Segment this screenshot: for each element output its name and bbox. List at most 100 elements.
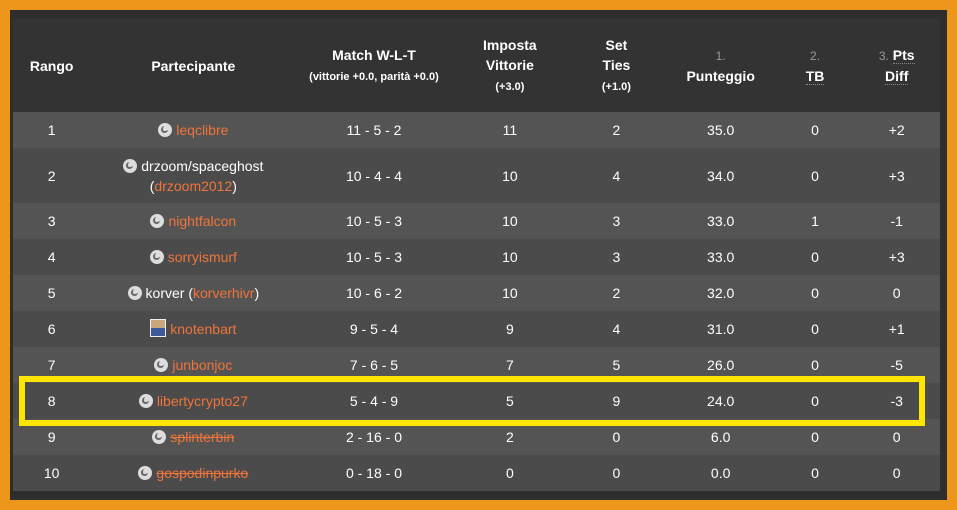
- col-rank: Rango: [13, 19, 90, 112]
- col-diff-label-2[interactable]: Diff: [885, 68, 909, 85]
- participant-cell: nightfalcon: [90, 203, 296, 239]
- diff-cell: 0: [892, 465, 901, 481]
- set-wins-cell: 5: [505, 393, 514, 409]
- score-cell: 26.0: [707, 357, 735, 373]
- col-score-num: 1.: [715, 48, 726, 63]
- diff-cell: 0: [892, 429, 901, 445]
- col-score-label: Punteggio: [686, 67, 755, 84]
- col-set-ties-sub: (+1.0): [601, 80, 631, 93]
- col-diff-num: 3.: [878, 49, 889, 63]
- set-wins-cell: 10: [502, 249, 518, 265]
- set-ties-cell: 9: [612, 393, 621, 409]
- participant-suffix: ): [232, 177, 237, 194]
- match-cell: 10 - 6 - 2: [345, 285, 402, 301]
- participant-suffix: ): [254, 285, 260, 301]
- set-wins-cell: 2: [505, 429, 514, 445]
- table-row: 6 knotenbart 9 - 5 - 4 9 4 31.0 0 +1: [13, 311, 940, 347]
- participant-link[interactable]: junbonjoc: [172, 357, 233, 373]
- set-ties-cell: 3: [612, 249, 621, 265]
- set-ties-cell: 3: [612, 213, 621, 229]
- col-set-wins-sub: (+3.0): [495, 80, 525, 93]
- match-cell: 0 - 18 - 0: [345, 465, 402, 481]
- score-cell: 35.0: [707, 122, 735, 138]
- participant-cell: leqclibre: [90, 112, 296, 148]
- participant-link[interactable]: drzoom2012: [154, 177, 233, 194]
- diff-cell: -5: [890, 357, 903, 373]
- match-cell: 11 - 5 - 2: [346, 122, 402, 138]
- match-cell: 9 - 5 - 4: [349, 321, 399, 337]
- set-wins-cell: 0: [505, 465, 514, 481]
- score-cell: 6.0: [710, 429, 731, 445]
- rank-cell: 7: [47, 357, 56, 373]
- header-row: Rango Partecipante Match W-L-T (vittorie …: [13, 19, 940, 112]
- challonge-icon: [158, 123, 173, 137]
- col-set-ties: Set Ties (+1.0): [568, 19, 664, 112]
- col-score: 1. Punteggio: [665, 19, 777, 112]
- table-row: 2 drzoom/spaceghost (drzoom2012) 10 - 4 - …: [13, 148, 940, 203]
- score-cell: 0.0: [710, 465, 731, 481]
- diff-cell: +2: [888, 122, 905, 138]
- match-cell: 2 - 16 - 0: [345, 429, 402, 445]
- col-set-wins-label-2: Vittorie: [485, 56, 534, 73]
- table-row: 9 splinterbin 2 - 16 - 0 2 0 6.0 0 0: [13, 419, 940, 455]
- rank-cell: 5: [47, 285, 56, 301]
- tb-cell: 0: [811, 321, 819, 337]
- match-cell: 10 - 5 - 3: [345, 213, 402, 229]
- participant-link[interactable]: knotenbart: [170, 321, 237, 337]
- table-row: 8 libertycrypto27 5 - 4 - 9 5 9 24.0 0 -3: [13, 383, 940, 419]
- col-rank-label: Rango: [29, 57, 74, 74]
- col-diff-label-1[interactable]: Pts: [892, 47, 915, 64]
- participant-cell: gospodinpurko: [90, 455, 296, 491]
- table-row: 1 leqclibre 11 - 5 - 2 11 2 35.0 0 +2: [13, 112, 940, 148]
- col-set-wins: Imposta Vittorie (+3.0): [452, 19, 569, 112]
- col-match-sub: (vittorie +0.0, parità +0.0): [309, 70, 439, 83]
- challonge-icon: [138, 466, 153, 480]
- match-cell: 10 - 4 - 4: [345, 167, 402, 184]
- challonge-icon: [127, 286, 142, 300]
- set-wins-cell: 7: [505, 357, 514, 373]
- tb-cell: 0: [811, 393, 819, 409]
- participant-link[interactable]: korverhivr: [193, 285, 255, 301]
- participant-link[interactable]: nightfalcon: [168, 213, 237, 229]
- participant-link[interactable]: gospodinpurko: [156, 465, 249, 481]
- table-row: 10 gospodinpurko 0 - 18 - 0 0 0 0.0 0 0: [13, 455, 940, 491]
- score-cell: 24.0: [707, 393, 735, 409]
- match-cell: 10 - 5 - 3: [345, 249, 402, 265]
- standings-table: Rango Partecipante Match W-L-T (vittorie …: [13, 19, 940, 491]
- participant-link[interactable]: splinterbin: [170, 429, 235, 445]
- participant-link[interactable]: sorryismurf: [167, 249, 237, 265]
- col-set-ties-label-2: Ties: [602, 56, 631, 73]
- participant-prefix: drzoom/spaceghost (: [141, 157, 264, 194]
- score-cell: 31.0: [707, 321, 735, 337]
- diff-cell: -3: [890, 393, 903, 409]
- set-ties-cell: 2: [612, 122, 621, 138]
- challonge-icon: [150, 214, 165, 228]
- match-cell: 7 - 6 - 5: [349, 357, 399, 373]
- diff-cell: 0: [892, 285, 901, 301]
- challonge-icon: [152, 430, 167, 444]
- diff-cell: +3: [888, 167, 905, 184]
- col-participant-label: Partecipante: [151, 57, 236, 74]
- participant-cell: libertycrypto27: [90, 383, 296, 419]
- rank-cell: 10: [43, 465, 60, 481]
- set-wins-cell: 10: [502, 285, 518, 301]
- set-ties-cell: 4: [612, 321, 621, 337]
- tb-cell: 0: [811, 465, 819, 481]
- col-participant: Partecipante: [90, 19, 296, 112]
- tb-cell: 1: [811, 213, 819, 229]
- table-row: 7 junbonjoc 7 - 6 - 5 7 5 26.0 0 -5: [13, 347, 940, 383]
- participant-link[interactable]: leqclibre: [176, 122, 229, 138]
- score-cell: 33.0: [707, 213, 735, 229]
- match-cell: 5 - 4 - 9: [349, 393, 399, 409]
- participant-cell: splinterbin: [90, 419, 296, 455]
- col-match-label: Match W-L-T: [332, 46, 416, 63]
- tb-cell: 0: [811, 249, 819, 265]
- participant-cell: sorryismurf: [90, 239, 296, 275]
- participant-link[interactable]: libertycrypto27: [156, 393, 248, 409]
- col-set-wins-label-1: Imposta: [483, 36, 537, 53]
- challonge-icon: [154, 358, 169, 372]
- set-wins-cell: 10: [502, 167, 518, 184]
- table-row: 5 korver (korverhivr) 10 - 6 - 2 10 2 32.0 0 0: [13, 275, 940, 311]
- col-tb-label[interactable]: TB: [805, 67, 825, 85]
- participant-prefix: korver (: [145, 285, 193, 301]
